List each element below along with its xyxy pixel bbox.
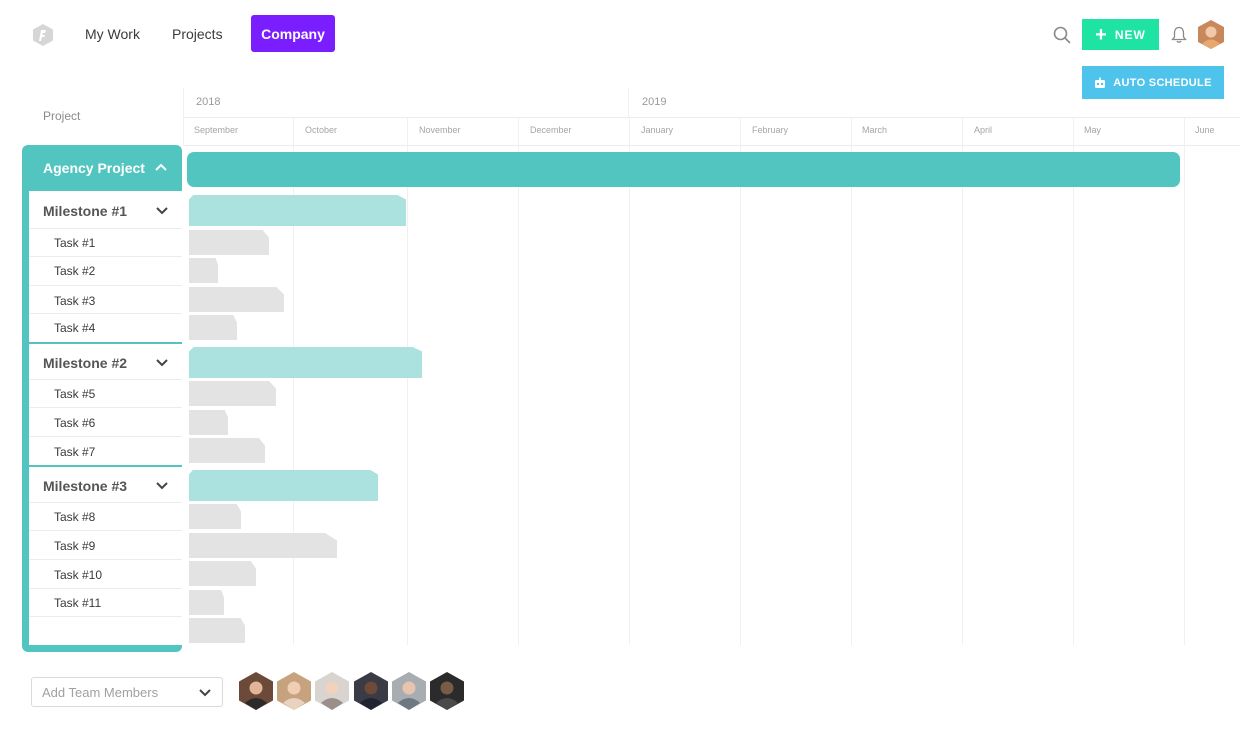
month-label: June (1195, 125, 1215, 135)
row-divider (29, 256, 182, 257)
nav-projects[interactable]: Projects (172, 26, 223, 42)
task-bar[interactable] (189, 315, 237, 340)
row-divider (29, 616, 182, 617)
team-member-avatar[interactable] (277, 672, 311, 710)
milestone-divider (29, 342, 182, 344)
month-label: February (752, 125, 789, 135)
milestone-2-label[interactable]: Milestone #2 (43, 355, 128, 371)
month-label: September (194, 125, 239, 135)
task-bar[interactable] (189, 590, 224, 615)
grid-line (407, 118, 408, 645)
row-divider (29, 588, 182, 589)
row-divider (29, 559, 182, 560)
milestone-bar[interactable] (189, 470, 378, 501)
row-divider (29, 313, 182, 314)
team-member-avatar[interactable] (315, 672, 349, 710)
month-label: December (530, 125, 572, 135)
team-member-avatar[interactable] (430, 672, 464, 710)
row-divider (29, 436, 182, 437)
task-label[interactable]: Task #11 (54, 596, 102, 610)
new-button[interactable]: + NEW (1082, 19, 1159, 50)
grid-line (740, 118, 741, 645)
row-divider (29, 228, 182, 229)
app-logo-icon[interactable] (33, 24, 53, 46)
nav-company[interactable]: Company (251, 15, 335, 52)
grid-line (629, 118, 630, 645)
add-team-members-placeholder: Add Team Members (42, 684, 159, 700)
milestone-1-label[interactable]: Milestone #1 (43, 203, 128, 219)
chevron-down-icon[interactable] (156, 207, 168, 215)
team-member-avatar[interactable] (392, 672, 426, 710)
month-label: April (974, 125, 993, 135)
user-avatar[interactable] (1198, 20, 1224, 49)
project-column-header: Project (43, 109, 81, 123)
task-bar[interactable] (189, 561, 256, 586)
task-bar[interactable] (189, 410, 228, 435)
row-divider (29, 407, 182, 408)
task-bar[interactable] (189, 258, 218, 283)
grid-line (293, 118, 294, 645)
milestone-bar[interactable] (189, 347, 422, 378)
month-label: January (641, 125, 674, 135)
row-divider (29, 379, 182, 380)
project-outline (29, 191, 182, 645)
search-icon[interactable] (1053, 26, 1071, 44)
task-label[interactable]: Task #4 (54, 321, 96, 335)
year-separator (628, 88, 629, 118)
team-member-avatar[interactable] (239, 672, 273, 710)
year-2018: 2018 (196, 96, 221, 108)
team-member-avatar[interactable] (354, 672, 388, 710)
task-label[interactable]: Task #10 (54, 568, 103, 582)
task-label[interactable]: Task #8 (54, 510, 96, 524)
auto-schedule-label: AUTO SCHEDULE (1113, 76, 1212, 89)
task-label[interactable]: Task #3 (54, 294, 96, 308)
add-team-members-select[interactable]: Add Team Members (31, 677, 223, 707)
task-label[interactable]: Task #6 (54, 416, 96, 430)
project-bar[interactable] (187, 152, 1180, 187)
grid-line (1073, 118, 1074, 645)
milestone-3-label[interactable]: Milestone #3 (43, 478, 128, 494)
new-button-label: NEW (1114, 27, 1146, 42)
milestone-bar[interactable] (189, 195, 406, 226)
chevron-up-icon[interactable] (155, 163, 167, 171)
milestone-divider (29, 465, 182, 467)
task-bar[interactable] (189, 230, 269, 255)
grid-line (851, 118, 852, 645)
task-bar[interactable] (189, 533, 337, 558)
row-divider (29, 285, 182, 286)
month-label: March (862, 125, 888, 135)
project-name[interactable]: Agency Project (43, 160, 145, 176)
nav-my-work[interactable]: My Work (85, 26, 140, 42)
chevron-down-icon[interactable] (156, 482, 168, 490)
task-bar[interactable] (189, 287, 284, 312)
top-bar: My Work Projects Company + NEW (0, 0, 1240, 70)
task-bar[interactable] (189, 438, 265, 463)
grid-line (1184, 118, 1185, 645)
task-label[interactable]: Task #1 (54, 236, 96, 250)
task-label[interactable]: Task #7 (54, 445, 96, 459)
month-label: November (419, 125, 461, 135)
bell-icon[interactable] (1171, 26, 1187, 44)
header-left-border (183, 88, 184, 146)
task-label[interactable]: Task #5 (54, 387, 96, 401)
plus-icon: + (1095, 23, 1108, 46)
year-divider (183, 117, 1240, 118)
task-bar[interactable] (189, 618, 245, 643)
auto-schedule-button[interactable]: AUTO SCHEDULE (1082, 66, 1224, 99)
task-label[interactable]: Task #9 (54, 539, 96, 553)
grid-line (962, 118, 963, 645)
grid-line (518, 118, 519, 645)
month-label: May (1084, 125, 1102, 135)
month-label: October (305, 125, 338, 135)
row-divider (29, 530, 182, 531)
chevron-down-icon (199, 689, 211, 697)
row-divider (29, 502, 182, 503)
task-bar[interactable] (189, 504, 241, 529)
month-divider (183, 145, 1240, 146)
task-label[interactable]: Task #2 (54, 264, 96, 278)
chevron-down-icon[interactable] (156, 359, 168, 367)
robot-icon (1095, 77, 1106, 88)
year-2019: 2019 (642, 96, 667, 108)
task-bar[interactable] (189, 381, 276, 406)
